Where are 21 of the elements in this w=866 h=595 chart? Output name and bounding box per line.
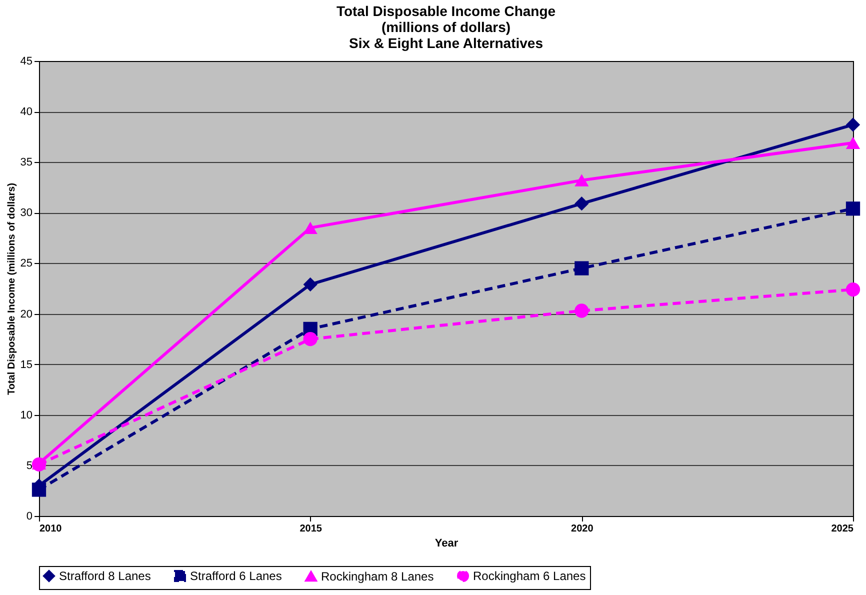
y-tick-label: 35: [20, 156, 32, 169]
x-tick-label: 2010: [40, 524, 62, 534]
y-tick-label: 45: [20, 56, 32, 68]
y-tick-label: 20: [20, 308, 32, 320]
y-tick-label: 10: [20, 409, 32, 422]
legend-label: Rockingham 8 Lanes: [321, 569, 434, 584]
chart-title: Total Disposable Income Change (millions of dollars) Six & Eight Lane Alternatives: [336, 3, 556, 51]
y-tick-label: 25: [20, 258, 32, 270]
y-tick-label: 5: [26, 460, 32, 472]
x-tick-label: 2015: [300, 524, 322, 534]
x-tick-label: 2025: [831, 524, 854, 534]
x-tick-label: 2020: [571, 524, 594, 534]
y-tick-label: 15: [20, 358, 32, 371]
y-tick-label: 30: [20, 207, 32, 220]
legend-label: Strafford 8 Lanes: [59, 569, 151, 583]
x-axis-title: Year: [434, 538, 459, 550]
y-tick-label: 40: [20, 106, 32, 118]
legend-label: Rockingham 6 Lanes: [473, 569, 586, 583]
legend-label: Strafford 6 Lanes: [190, 569, 282, 583]
y-axis-title: Total Disposable Income (millions of dollars): [6, 182, 18, 396]
y-tick-label: 0: [26, 510, 32, 522]
